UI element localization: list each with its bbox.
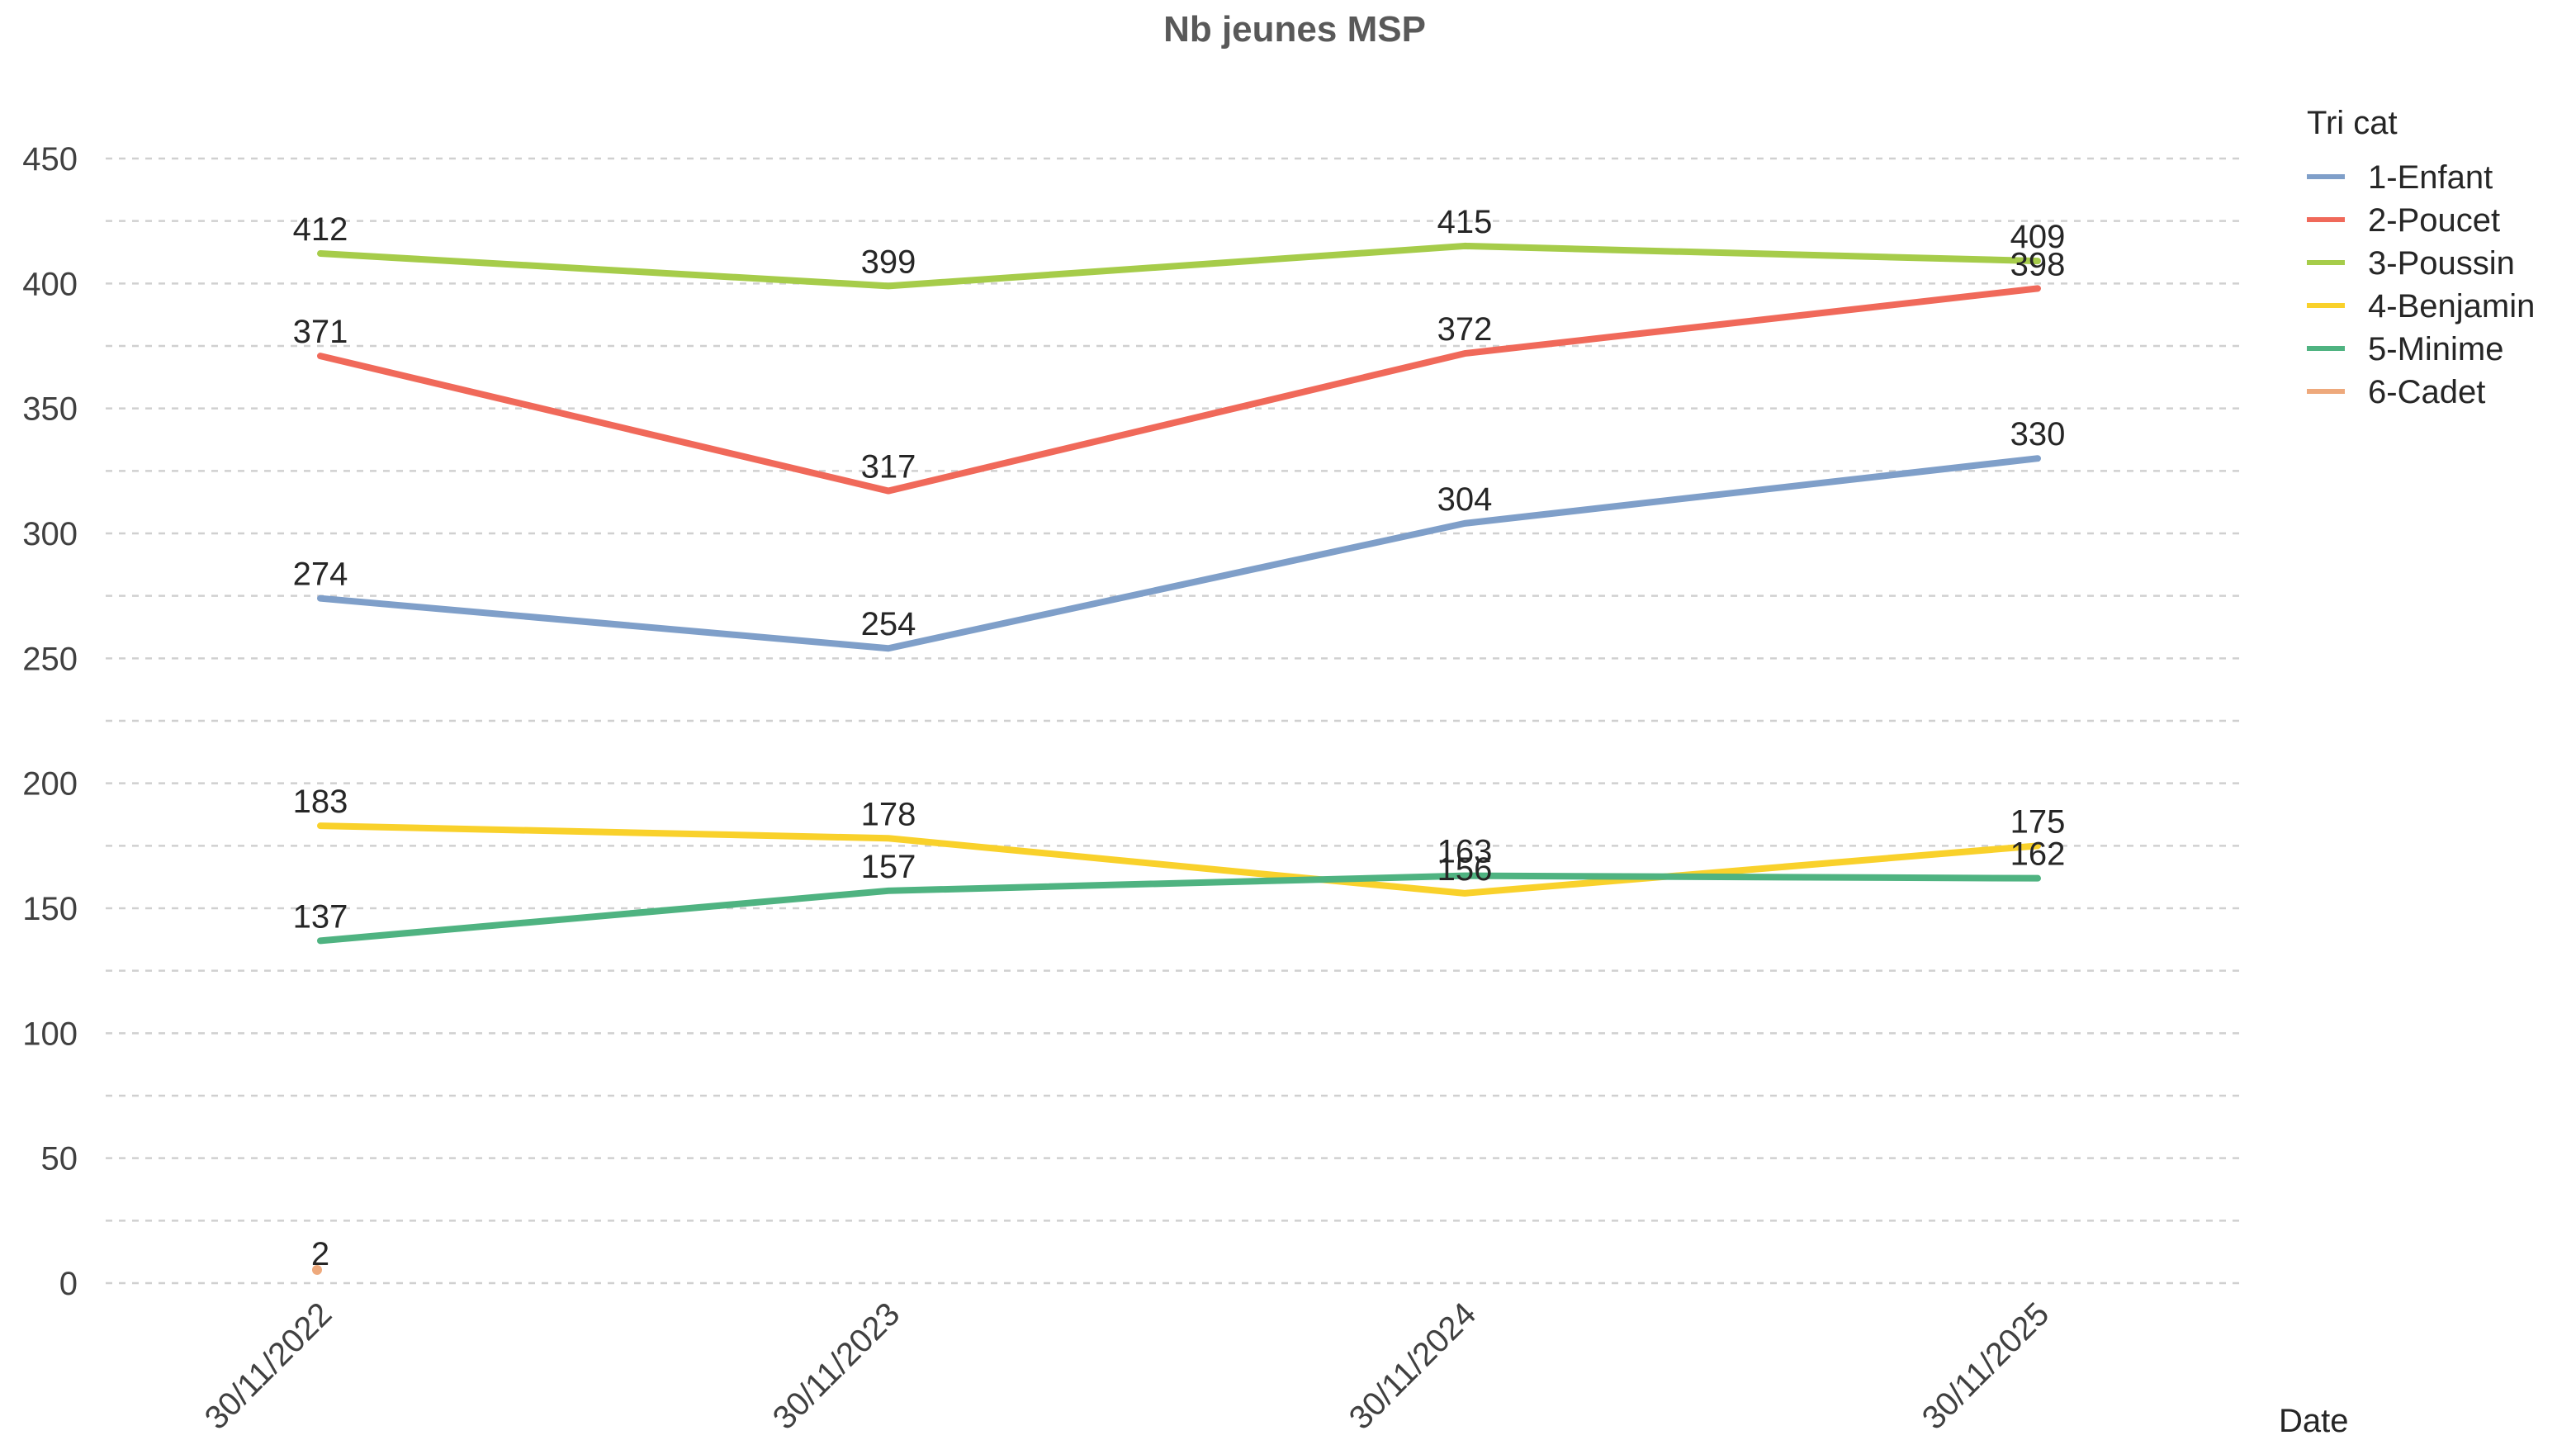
y-tick-label: 50: [41, 1141, 78, 1177]
legend-title: Tri cat: [2307, 105, 2398, 141]
data-label-2-poucet: 371: [293, 314, 348, 350]
x-tick-label: 30/11/2022: [198, 1296, 339, 1437]
legend-items: 1-Enfant 2-Poucet 3-Poussin 4-Benjamin 5-Min…: [2307, 159, 2535, 410]
data-label-1-enfant: 304: [1437, 481, 1493, 518]
legend-item-6-cadet: 6-Cadet: [2307, 374, 2485, 410]
data-labels: 274 254 304 330 371 317 372 398 412 399 415 409 183 1…: [293, 204, 2066, 1272]
y-tick-label: 350: [22, 391, 78, 428]
y-tick-label: 150: [22, 891, 78, 927]
series-line-1-enfant: [317, 455, 2041, 652]
data-label-3-poussin: 409: [2010, 219, 2066, 255]
data-label-3-poussin: 415: [1437, 204, 1493, 240]
legend-item-3-poussin: 3-Poussin: [2307, 245, 2515, 282]
legend-label: 1-Enfant: [2368, 159, 2493, 196]
series-line-3-poussin: [317, 242, 2041, 290]
data-label-1-enfant: 254: [861, 606, 916, 642]
y-tick-label: 100: [22, 1016, 78, 1052]
data-label-4-benjamin: 178: [861, 796, 916, 832]
series-line-4-benjamin: [317, 822, 2041, 897]
y-tick-label: 450: [22, 141, 78, 178]
data-label-5-minime: 157: [861, 849, 916, 885]
data-label-4-benjamin: 156: [1437, 851, 1493, 888]
y-axis-ticks: 0 50 100 150 200 250 300 350 400 450: [22, 141, 78, 1302]
legend-label: 5-Minime: [2368, 331, 2503, 367]
legend-label: 6-Cadet: [2368, 374, 2485, 410]
y-tick-label: 250: [22, 641, 78, 677]
gridlines: [106, 157, 2246, 1285]
data-label-5-minime: 162: [2010, 836, 2066, 873]
data-label-2-poucet: 398: [2010, 246, 2066, 282]
y-tick-label: 200: [22, 766, 78, 803]
data-label-5-minime: 163: [1437, 834, 1493, 870]
data-label-6-cadet: 2: [311, 1236, 329, 1272]
legend-label: 4-Benjamin: [2368, 288, 2535, 324]
series-line-2-poucet: [317, 285, 2041, 495]
data-label-1-enfant: 330: [2010, 416, 2066, 452]
data-label-3-poussin: 399: [861, 244, 916, 280]
legend-item-1-enfant: 1-Enfant: [2307, 159, 2493, 196]
x-axis-label: Date: [2279, 1403, 2349, 1439]
y-tick-label: 300: [22, 516, 78, 552]
data-label-5-minime: 137: [293, 898, 348, 935]
legend-item-4-benjamin: 4-Benjamin: [2307, 288, 2535, 324]
data-label-4-benjamin: 183: [293, 784, 348, 820]
legend-item-2-poucet: 2-Poucet: [2307, 202, 2500, 239]
legend-label: 2-Poucet: [2368, 202, 2500, 239]
series-point-6-cadet: [312, 1264, 322, 1275]
data-label-2-poucet: 372: [1437, 311, 1493, 348]
x-tick-label: 30/11/2023: [766, 1296, 907, 1437]
legend-label: 3-Poussin: [2368, 245, 2515, 282]
legend-item-5-minime: 5-Minime: [2307, 331, 2503, 367]
series-lines: [312, 242, 2041, 1275]
data-label-2-poucet: 317: [861, 449, 916, 486]
y-tick-label: 400: [22, 266, 78, 302]
x-tick-label: 30/11/2024: [1342, 1296, 1484, 1437]
chart-title: Nb jeunes MSP: [1163, 9, 1426, 50]
legend: Tri cat 1-Enfant 2-Poucet 3-Poussin 4-Benja…: [2307, 105, 2535, 410]
series-line-5-minime: [317, 872, 2041, 945]
data-label-4-benjamin: 175: [2010, 803, 2066, 840]
x-axis-ticks: 30/11/2022 30/11/2023 30/11/2024 30/11/2025: [198, 1296, 2057, 1437]
x-tick-label: 30/11/2025: [1915, 1296, 2057, 1437]
data-label-1-enfant: 274: [293, 557, 348, 593]
y-tick-label: 0: [59, 1266, 78, 1302]
data-label-3-poussin: 412: [293, 211, 348, 248]
